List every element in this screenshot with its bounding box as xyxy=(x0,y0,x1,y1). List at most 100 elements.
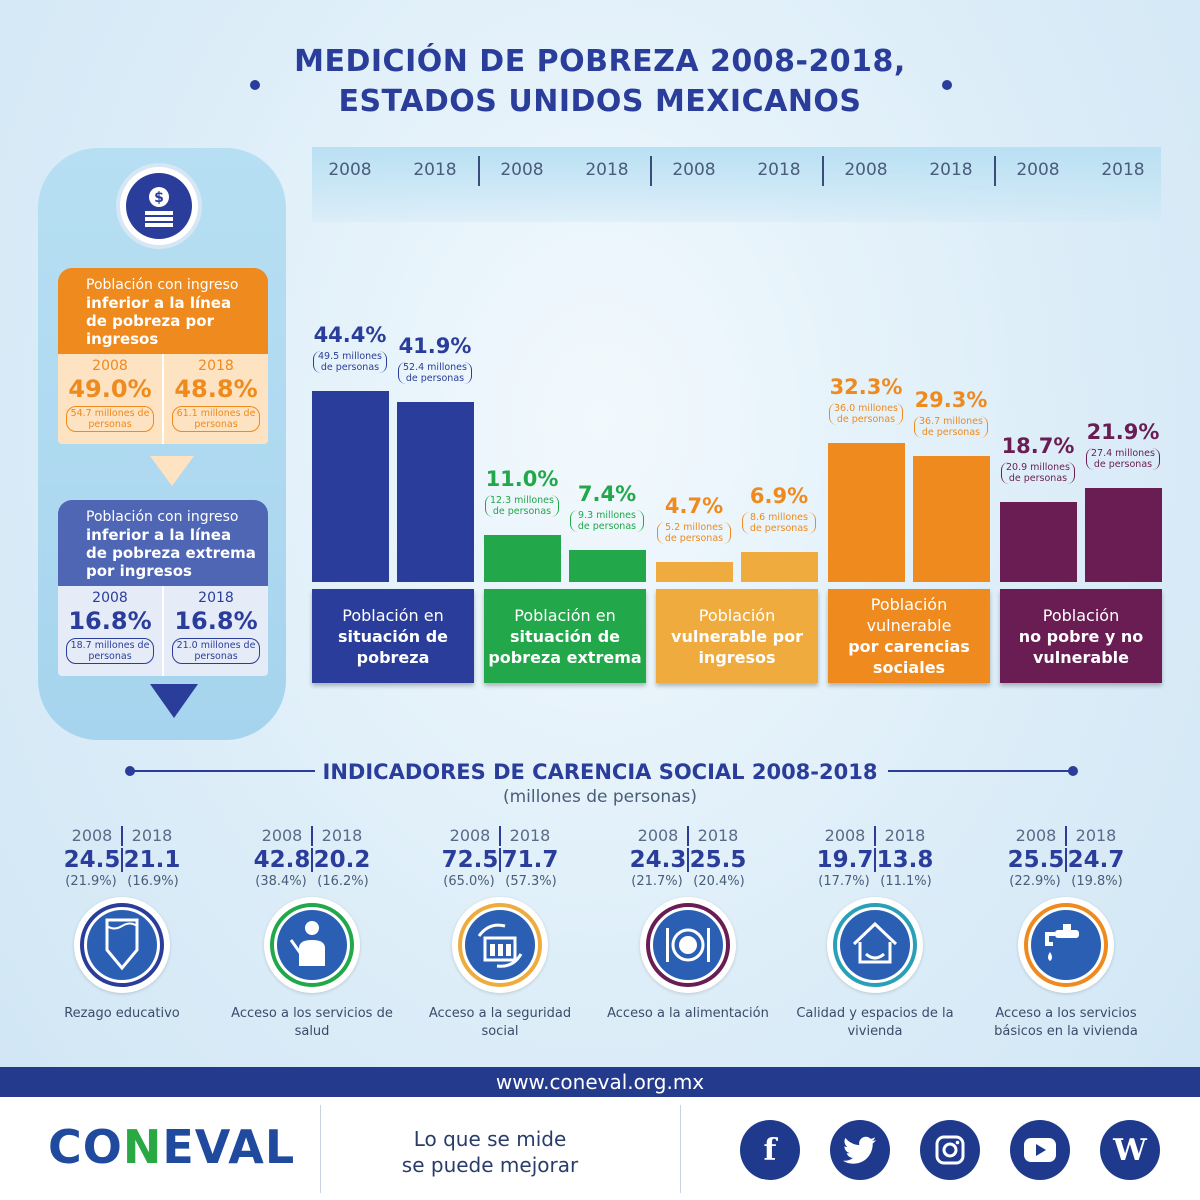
category-label: Población en situación de pobreza xyxy=(312,589,474,683)
value-2018: 20.2 xyxy=(313,847,371,873)
indicator-item: 2008 2018 72.5 71.7 (65.0%) (57.3%) Acceso a l… xyxy=(415,826,585,1041)
category-label-line1: Población xyxy=(1042,605,1120,625)
website-url[interactable]: www.coneval.org.mx xyxy=(0,1067,1200,1097)
decor-dot xyxy=(942,80,952,90)
year-label: 2008 xyxy=(92,358,128,374)
footer-divider xyxy=(680,1105,681,1193)
bar-millions-label: 12.3 millones de personas xyxy=(485,494,559,517)
header-divider xyxy=(650,156,652,186)
card-values: 2008 16.8% 18.7 millones de personas 201… xyxy=(58,586,268,676)
plate-icon xyxy=(640,897,736,993)
millions-label: 54.7 millones de personas xyxy=(66,406,154,432)
title-line-1: MEDICIÓN DE POBREZA 2008-2018, xyxy=(294,44,906,79)
year-label: 2018 xyxy=(697,826,739,845)
pct-2018: (11.1%) xyxy=(880,874,932,889)
coneval-logo: CONEVAL xyxy=(48,1120,296,1174)
social-security-icon xyxy=(452,897,548,993)
decor-dot xyxy=(1068,766,1078,776)
instagram-icon[interactable] xyxy=(920,1120,980,1180)
bar-pct-label: 11.0% xyxy=(485,466,559,491)
divider-line xyxy=(888,770,1073,772)
slogan: Lo que se mide se puede mejorar xyxy=(340,1126,640,1178)
header-divider xyxy=(994,156,996,186)
year-label: 2018 xyxy=(198,358,234,374)
indicator-item: 2008 2018 24.3 25.5 (21.7%) (20.4%) Acceso a l… xyxy=(603,826,773,1023)
card-values: 2008 49.0% 54.7 millones de personas 201… xyxy=(58,354,268,444)
indicator-name: Acceso a la alimentación xyxy=(607,1006,769,1021)
card-header: Población con ingreso inferior a la líne… xyxy=(58,268,268,354)
year-header-band xyxy=(312,147,1161,222)
indicators-title: INDICADORES DE CARENCIA SOCIAL 2008-2018 xyxy=(322,760,878,784)
category-label: Población vulnerable por carencias social… xyxy=(828,589,990,683)
category-label-line1: Población xyxy=(698,605,776,625)
pct-2018: (20.4%) xyxy=(693,874,745,889)
pct-value: 16.8% xyxy=(174,607,258,635)
card-pointer xyxy=(150,456,194,486)
indicators-subtitle: (millones de personas) xyxy=(502,787,698,807)
value-2018: 24.7 xyxy=(1067,847,1125,873)
year-label: 2018 xyxy=(509,826,551,845)
year-label: 2018 xyxy=(321,826,363,845)
category-label-line1: Población vulnerable xyxy=(866,595,952,635)
youtube-icon[interactable] xyxy=(1010,1120,1070,1180)
category-label: Población vulnerable por ingresos xyxy=(656,589,818,683)
category-label: Población no pobre y no vulnerable xyxy=(1000,589,1162,683)
bar-millions-label: 8.6 millones de personas xyxy=(742,512,816,535)
header-year-label: 2018 xyxy=(929,160,973,180)
water-tap-icon xyxy=(1018,897,1114,993)
pct-2008: (21.7%) xyxy=(631,874,683,889)
value-2018: 25.5 xyxy=(689,847,747,873)
bar xyxy=(1000,501,1077,582)
indicator-item: 2008 2018 42.8 20.2 (38.4%) (16.2%) Acceso a l… xyxy=(227,826,397,1041)
pct-2008: (21.9%) xyxy=(65,874,117,889)
facebook-icon[interactable]: f xyxy=(740,1120,800,1180)
indicator-name: Acceso a la seguridad social xyxy=(428,1006,572,1039)
value-2018: 21.1 xyxy=(123,847,181,873)
header-year-label: 2018 xyxy=(1101,160,1145,180)
bar-millions-label: 9.3 millones de personas xyxy=(570,510,644,533)
category-label-line2: situación de pobreza xyxy=(337,626,449,667)
twitter-icon[interactable] xyxy=(830,1120,890,1180)
extreme-income-poverty-card: Población con ingreso inferior a la líne… xyxy=(58,500,268,718)
pct-2018: (57.3%) xyxy=(505,874,557,889)
year-label: 2008 xyxy=(71,826,113,845)
pct-2018: (16.2%) xyxy=(317,874,369,889)
year-label: 2018 xyxy=(131,826,173,845)
pct-2008: (38.4%) xyxy=(255,874,307,889)
bar-pct-label: 41.9% xyxy=(398,333,472,358)
year-label: 2008 xyxy=(637,826,679,845)
bar-pct-label: 44.4% xyxy=(313,323,387,347)
value-2008: 19.7 xyxy=(816,847,874,873)
pct-2008: (65.0%) xyxy=(443,874,495,889)
card-pointer xyxy=(150,684,198,718)
year-label: 2008 xyxy=(261,826,303,845)
bar-pct-label: 21.9% xyxy=(1086,419,1160,444)
bar-millions-label: 52.4 millones de personas xyxy=(398,361,472,384)
bar-millions-label: 20.9 millones de personas xyxy=(1001,461,1075,484)
indicator-name: Rezago educativo xyxy=(64,1006,180,1021)
bar-pct-label: 7.4% xyxy=(577,482,637,507)
pct-value: 16.8% xyxy=(68,607,152,635)
pencil-icon xyxy=(74,897,170,993)
indicator-item: 2008 2018 25.5 24.7 (22.9%) (19.8%) Acceso a l… xyxy=(981,826,1151,1041)
card-label-bold: inferior a la línea de pobreza por ingre… xyxy=(86,294,232,348)
page-title: MEDICIÓN DE POBREZA 2008-2018, ESTADOS U… xyxy=(0,42,1200,122)
year-label: 2008 xyxy=(449,826,491,845)
bar-millions-label: 36.0 millones de personas xyxy=(829,403,903,426)
millions-label: 21.0 millones de personas xyxy=(172,638,260,664)
pct-2018: (16.9%) xyxy=(127,874,179,889)
value-2008: 42.8 xyxy=(253,847,311,873)
slogan-line: Lo que se mide xyxy=(413,1127,567,1151)
wordpress-icon[interactable]: W xyxy=(1100,1120,1160,1180)
bar-millions-label: 49.5 millones de personas xyxy=(313,351,387,373)
year-label: 2018 xyxy=(198,590,234,606)
pct-value: 49.0% xyxy=(68,375,152,403)
bar-millions-label: 36.7 millones de personas xyxy=(914,415,988,438)
footer-divider xyxy=(320,1105,321,1193)
value-2018: 13.8 xyxy=(876,847,934,873)
header-divider xyxy=(822,156,824,186)
header-year-label: 2018 xyxy=(413,160,457,180)
indicator-name: Calidad y espacios de la vivienda xyxy=(796,1006,954,1039)
bar-pct-label: 29.3% xyxy=(914,387,988,412)
category-label: Población en situación de pobreza extrema xyxy=(484,589,646,683)
